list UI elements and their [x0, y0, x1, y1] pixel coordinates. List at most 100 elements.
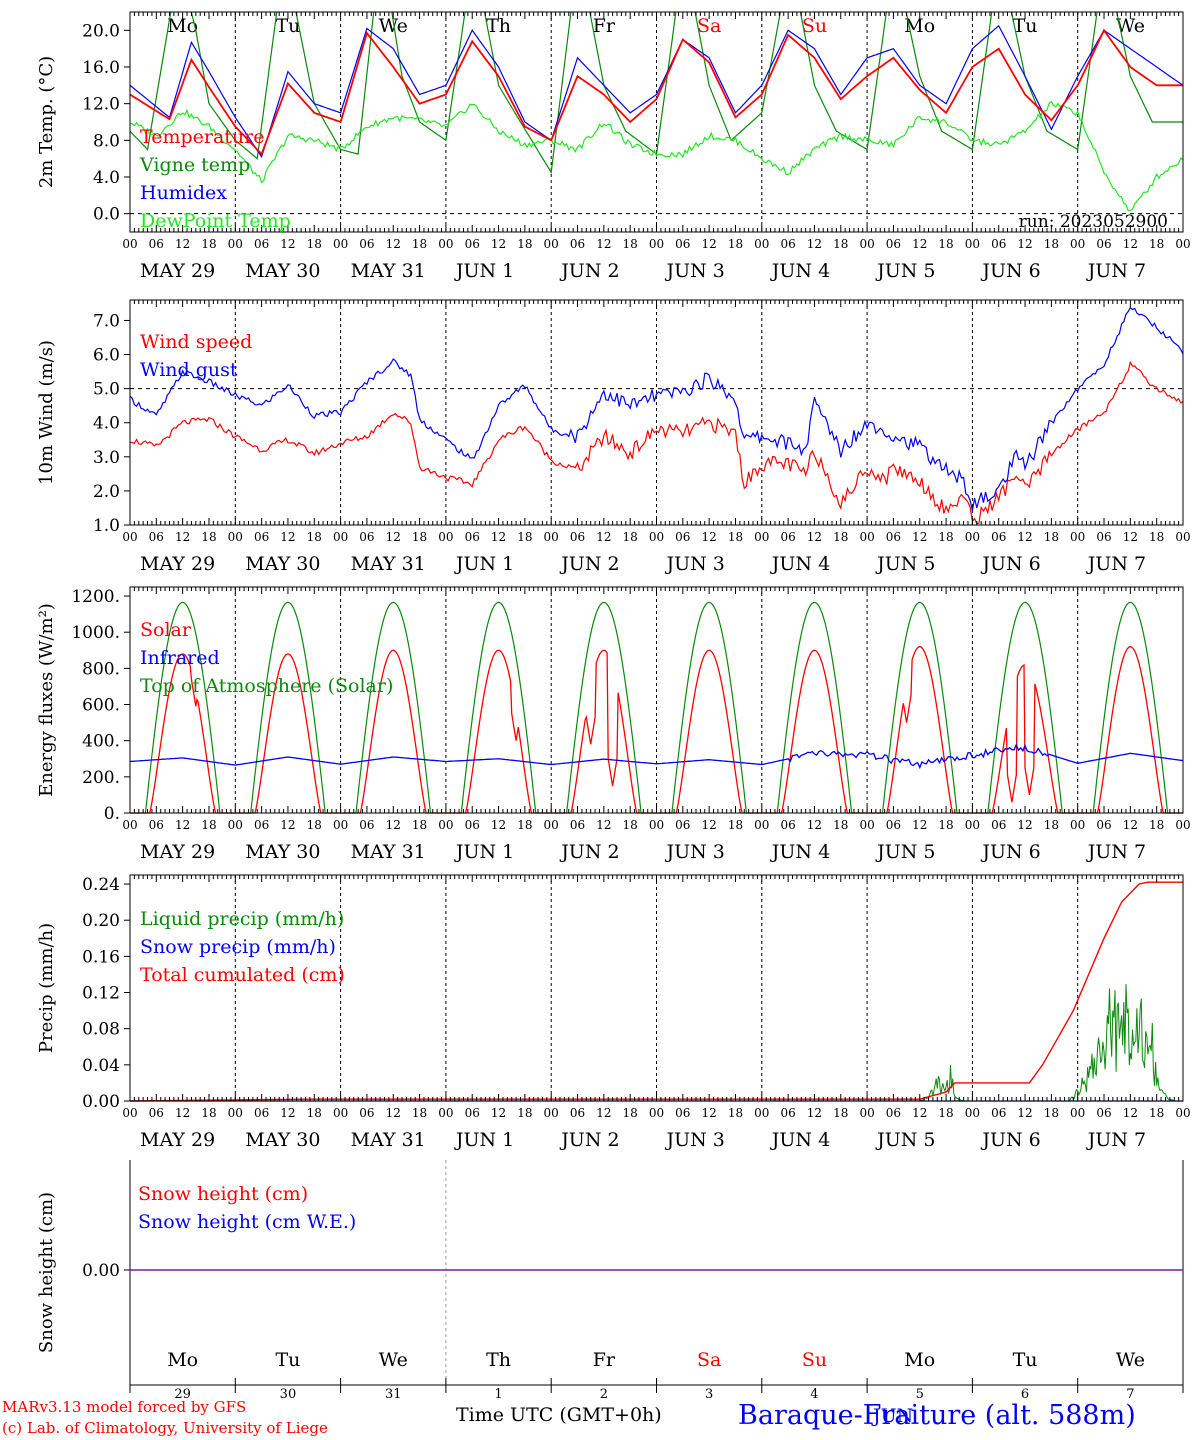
- date-label: MAY 30: [245, 841, 320, 863]
- date-label: JUN 1: [454, 260, 514, 282]
- hour-tick-label: 00: [859, 1106, 874, 1120]
- hour-tick-label: 00: [649, 1106, 664, 1120]
- hour-tick-label: 12: [702, 530, 717, 544]
- precip-panel: 0.00 0.04 0.08 0.12 0.16 0.20 0.24 Precip (mm/h…: [36, 874, 1191, 1151]
- hour-tick-label: 12: [386, 1106, 401, 1120]
- hour-tick-label: 12: [912, 1106, 927, 1120]
- hour-tick-label: 00: [1175, 237, 1190, 251]
- hour-tick-label: 06: [359, 530, 374, 544]
- hour-tick-label: 18: [201, 530, 216, 544]
- hour-tick-label: 18: [833, 530, 848, 544]
- legend-entry: Snow height (cm W.E.): [138, 1211, 356, 1233]
- hour-tick-label: 00: [122, 1106, 137, 1120]
- hour-tick-label: 18: [1149, 530, 1164, 544]
- hour-tick-label: 18: [1044, 818, 1059, 832]
- x-axis-label: Time UTC (GMT+0h): [456, 1404, 662, 1426]
- hour-tick-label: 18: [412, 818, 427, 832]
- series-line-humidex: [130, 24, 1183, 159]
- y-tick-label: 12.0: [82, 95, 120, 115]
- series-line-temperature: [130, 28, 1183, 156]
- legend-entry: Wind speed: [140, 331, 252, 353]
- hour-tick-label: 12: [596, 530, 611, 544]
- hour-tick-label: 06: [359, 818, 374, 832]
- series-line-infrared: [129, 743, 1184, 770]
- day-name: We: [379, 1349, 408, 1371]
- hour-tick-label: 06: [465, 530, 480, 544]
- hour-tick-label: 00: [649, 818, 664, 832]
- day-number: 5: [916, 1387, 924, 1402]
- hour-tick-label: 12: [1017, 1106, 1032, 1120]
- hour-tick-label: 06: [886, 237, 901, 251]
- hour-tick-label: 12: [491, 1106, 506, 1120]
- day-name: Tu: [1013, 1349, 1038, 1371]
- legend-entry: Humidex: [140, 182, 227, 204]
- date-label: JUN 2: [559, 260, 619, 282]
- series-line-wind-gust: [129, 306, 1184, 511]
- y-tick-label: 7.0: [93, 311, 120, 331]
- y-axis-label: 2m Temp. (°C): [36, 56, 57, 188]
- date-label: JUN 6: [980, 841, 1040, 863]
- day-number: 31: [385, 1387, 402, 1402]
- date-label: JUN 1: [454, 1129, 514, 1151]
- date-label: MAY 30: [245, 260, 320, 282]
- series-group: [130, 28, 1183, 156]
- hour-tick-label: 12: [175, 530, 190, 544]
- date-label: JUN 2: [559, 841, 619, 863]
- date-label: JUN 2: [559, 553, 619, 575]
- hour-tick-label: 06: [991, 530, 1006, 544]
- y-tick-label: 16.0: [82, 58, 120, 78]
- y-tick-label: 1200.: [71, 587, 120, 607]
- hour-tick-label: 18: [412, 1106, 427, 1120]
- hour-tick-label: 18: [517, 1106, 532, 1120]
- day-name: We: [1116, 15, 1145, 37]
- hour-tick-label: 00: [1070, 237, 1085, 251]
- hour-tick-label: 12: [1123, 818, 1138, 832]
- date-label: MAY 29: [140, 260, 215, 282]
- date-label: JUN 6: [980, 1129, 1040, 1151]
- hour-tick-label: 12: [1123, 237, 1138, 251]
- hour-tick-label: 06: [570, 530, 585, 544]
- hour-tick-label: 00: [1175, 818, 1190, 832]
- hour-tick-label: 00: [1070, 1106, 1085, 1120]
- date-label: JUN 6: [980, 260, 1040, 282]
- hour-tick-label: 00: [228, 530, 243, 544]
- date-label: JUN 7: [1086, 841, 1146, 863]
- hour-tick-label: 12: [491, 818, 506, 832]
- date-label: MAY 31: [351, 1129, 426, 1151]
- hour-tick-label: 06: [675, 818, 690, 832]
- hour-tick-label: 06: [780, 818, 795, 832]
- hour-tick-label: 06: [254, 530, 269, 544]
- y-tick-label: 4.0: [93, 168, 120, 188]
- hour-tick-label: 00: [544, 1106, 559, 1120]
- station-title: Baraque-Fraiture (alt. 588m): [738, 1400, 1136, 1431]
- series-group: [130, 100, 1183, 212]
- hour-tick-label: 18: [623, 818, 638, 832]
- y-tick-label: 6.0: [93, 346, 120, 366]
- hour-tick-label: 06: [675, 530, 690, 544]
- hour-tick-label: 06: [1096, 1106, 1111, 1120]
- hour-tick-label: 00: [228, 818, 243, 832]
- hour-tick-label: 18: [833, 237, 848, 251]
- date-label: MAY 31: [351, 841, 426, 863]
- date-label: JUN 5: [875, 553, 935, 575]
- hour-tick-label: 12: [807, 1106, 822, 1120]
- hour-tick-label: 12: [702, 1106, 717, 1120]
- series-line-vigne-temp: [130, 12, 1183, 175]
- hour-tick-label: 06: [149, 818, 164, 832]
- hour-tick-label: 18: [833, 1106, 848, 1120]
- hour-tick-label: 00: [754, 1106, 769, 1120]
- y-tick-label: 1000.: [71, 623, 120, 643]
- energy-panel: 0. 200. 400. 600. 800. 1000. 1200. Energy fluxe…: [36, 586, 1191, 863]
- date-label: MAY 29: [140, 841, 215, 863]
- hour-tick-label: 06: [149, 237, 164, 251]
- y-tick-label: 600.: [82, 696, 120, 716]
- hour-tick-label: 06: [254, 818, 269, 832]
- date-label: JUN 5: [875, 1129, 935, 1151]
- credit-line-1: MARv3.13 model forced by GFS: [2, 1398, 247, 1416]
- hour-tick-label: 00: [1070, 530, 1085, 544]
- run-annotation: run: 2023052900: [1019, 212, 1168, 232]
- hour-tick-label: 18: [623, 237, 638, 251]
- date-label: JUN 4: [770, 841, 830, 863]
- legend-entry: Total cumulated (cm): [140, 964, 345, 986]
